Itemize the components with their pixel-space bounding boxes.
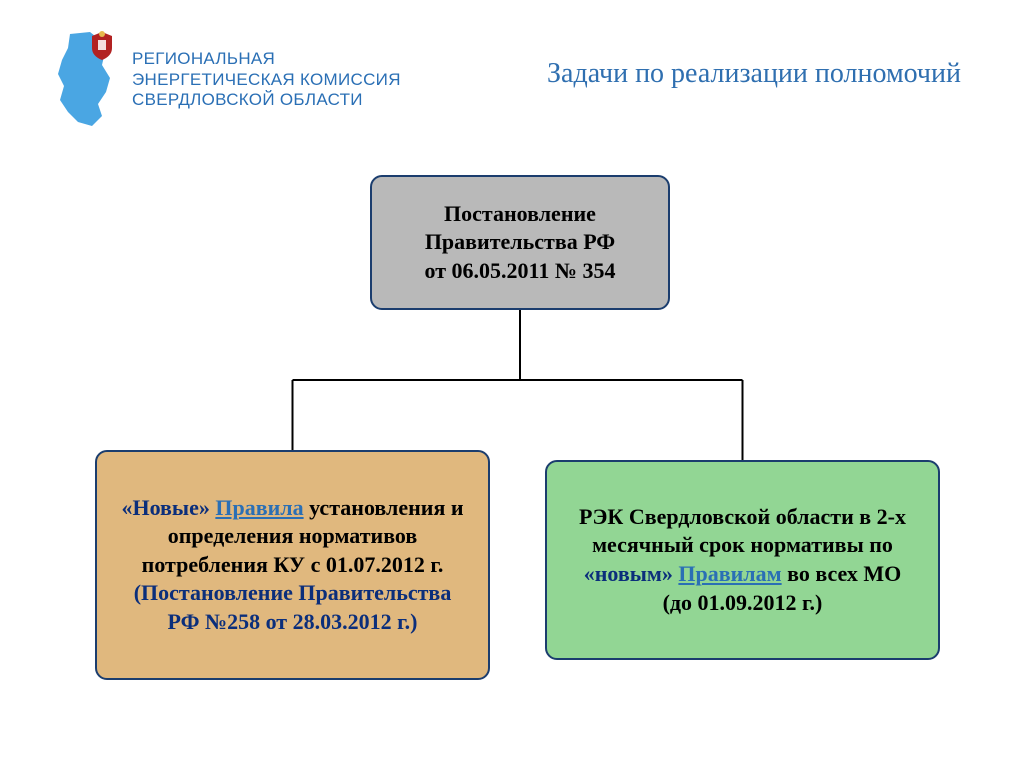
org-line-2: энергетическая комиссия <box>132 70 401 90</box>
node-span: (до 01.09.2012 г.) <box>663 590 823 615</box>
org-line-1: Региональная <box>132 49 401 69</box>
node-text: «Новые» Правила установления и определен… <box>115 494 470 637</box>
slide-title: Задачи по реализации полномочий <box>524 55 984 93</box>
diagram: ПостановлениеПравительства РФот 06.05.20… <box>0 175 1024 735</box>
node-link[interactable]: Правилам <box>678 561 781 586</box>
logo-block: Региональная энергетическая комиссия Све… <box>50 30 401 130</box>
org-name: Региональная энергетическая комиссия Све… <box>132 49 401 110</box>
node-span: во всех МО <box>782 561 902 586</box>
node-link[interactable]: Правила <box>215 495 303 520</box>
node-text: РЭК Свердловской области в 2-х месячный … <box>565 503 920 617</box>
node-span: РЭК Свердловской области в 2-х месячный … <box>579 504 906 558</box>
org-line-3: Свердловской области <box>132 90 401 110</box>
region-map-icon <box>50 30 120 130</box>
node-right: РЭК Свердловской области в 2-х месячный … <box>545 460 940 660</box>
node-span: «новым» <box>584 561 679 586</box>
node-line: Постановление <box>444 200 596 229</box>
node-left: «Новые» Правила установления и определен… <box>95 450 490 680</box>
header: Региональная энергетическая комиссия Све… <box>0 20 1024 150</box>
node-top: ПостановлениеПравительства РФот 06.05.20… <box>370 175 670 310</box>
node-line: Правительства РФ <box>425 228 615 257</box>
node-span: «Новые» <box>121 495 215 520</box>
node-line: от 06.05.2011 № 354 <box>425 257 616 286</box>
node-span: (Постановление Правительства РФ №258 от … <box>134 580 452 634</box>
